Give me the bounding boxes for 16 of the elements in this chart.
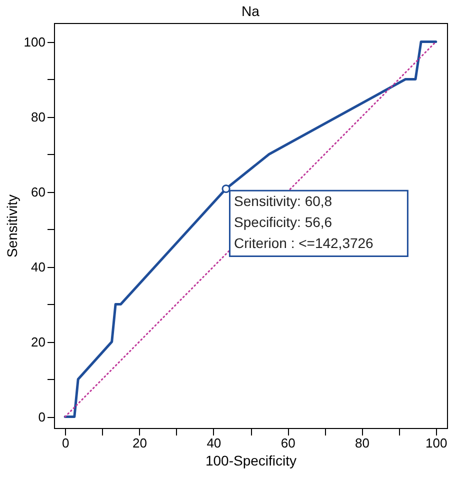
x-tick-label: 40 bbox=[206, 436, 222, 450]
y-tick-label: 40 bbox=[31, 259, 46, 274]
x-tick-label: 20 bbox=[132, 436, 148, 450]
y-axis-title: Sensitivity bbox=[4, 194, 20, 258]
y-tick-label: 0 bbox=[38, 409, 46, 424]
x-tick-label: 80 bbox=[354, 436, 370, 450]
chart-title: Na bbox=[242, 3, 260, 19]
y-tick-label: 60 bbox=[31, 184, 46, 200]
x-tick-label: 0 bbox=[62, 436, 70, 450]
y-tick-label: 80 bbox=[31, 109, 46, 124]
y-tick-label: 100 bbox=[24, 34, 46, 50]
x-tick-label: 60 bbox=[280, 436, 296, 450]
x-tick-label: 100 bbox=[426, 436, 448, 450]
y-tick-label: 20 bbox=[31, 334, 46, 350]
annotation: Sensitivity: 60,8 Specificity: 56,6 Criterion : <=142,3726 bbox=[234, 192, 374, 251]
x-axis-title: 100-Specificity bbox=[205, 452, 297, 468]
